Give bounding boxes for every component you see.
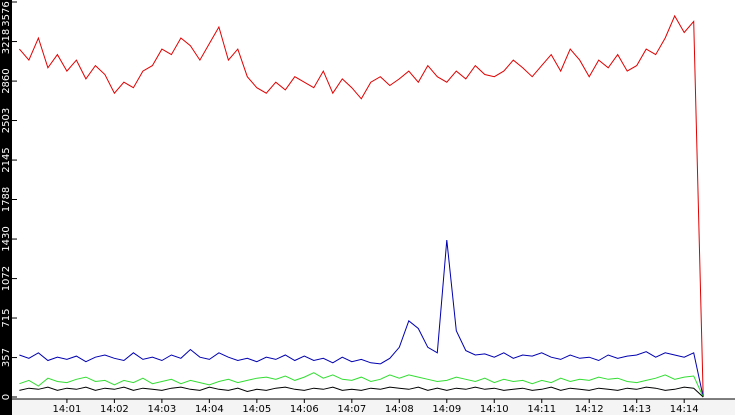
- data-line: [19, 372, 704, 398]
- y-tick-label: 0: [1, 394, 12, 400]
- y-tick-label: 3576: [1, 1, 12, 26]
- x-tick-label: 14:11: [527, 404, 556, 415]
- y-axis-band: [0, 0, 12, 415]
- x-tick-label: 14:06: [290, 404, 319, 415]
- x-tick-label: 14:13: [622, 404, 651, 415]
- x-tick-label: 14:01: [52, 404, 81, 415]
- x-tick-label: 14:07: [337, 404, 366, 415]
- x-tick-label: 14:08: [385, 404, 414, 415]
- y-tick-label: 2860: [1, 68, 12, 93]
- x-tick-label: 14:03: [147, 404, 176, 415]
- data-line: [19, 386, 704, 398]
- x-tick-label: 14:04: [195, 404, 224, 415]
- y-tick-label: 1430: [1, 226, 12, 251]
- y-tick-label: 715: [1, 308, 12, 327]
- y-tick-label: 2145: [1, 147, 12, 172]
- data-line: [19, 14, 704, 398]
- x-tick-label: 14:10: [480, 404, 509, 415]
- x-tick-label: 14:12: [575, 404, 604, 415]
- x-tick-label: 14:09: [432, 404, 461, 415]
- y-tick-label: 3218: [1, 29, 12, 54]
- x-axis-band: [12, 399, 735, 415]
- x-tick-label: 14:14: [670, 404, 699, 415]
- x-tick-label: 14:05: [242, 404, 271, 415]
- y-tick-label: 2503: [1, 108, 12, 133]
- x-tick-label: 14:02: [100, 404, 129, 415]
- y-tick-label: 357: [1, 348, 12, 367]
- data-line: [19, 240, 704, 398]
- y-tick-label: 1072: [1, 266, 12, 291]
- y-tick-label: 1788: [1, 187, 12, 212]
